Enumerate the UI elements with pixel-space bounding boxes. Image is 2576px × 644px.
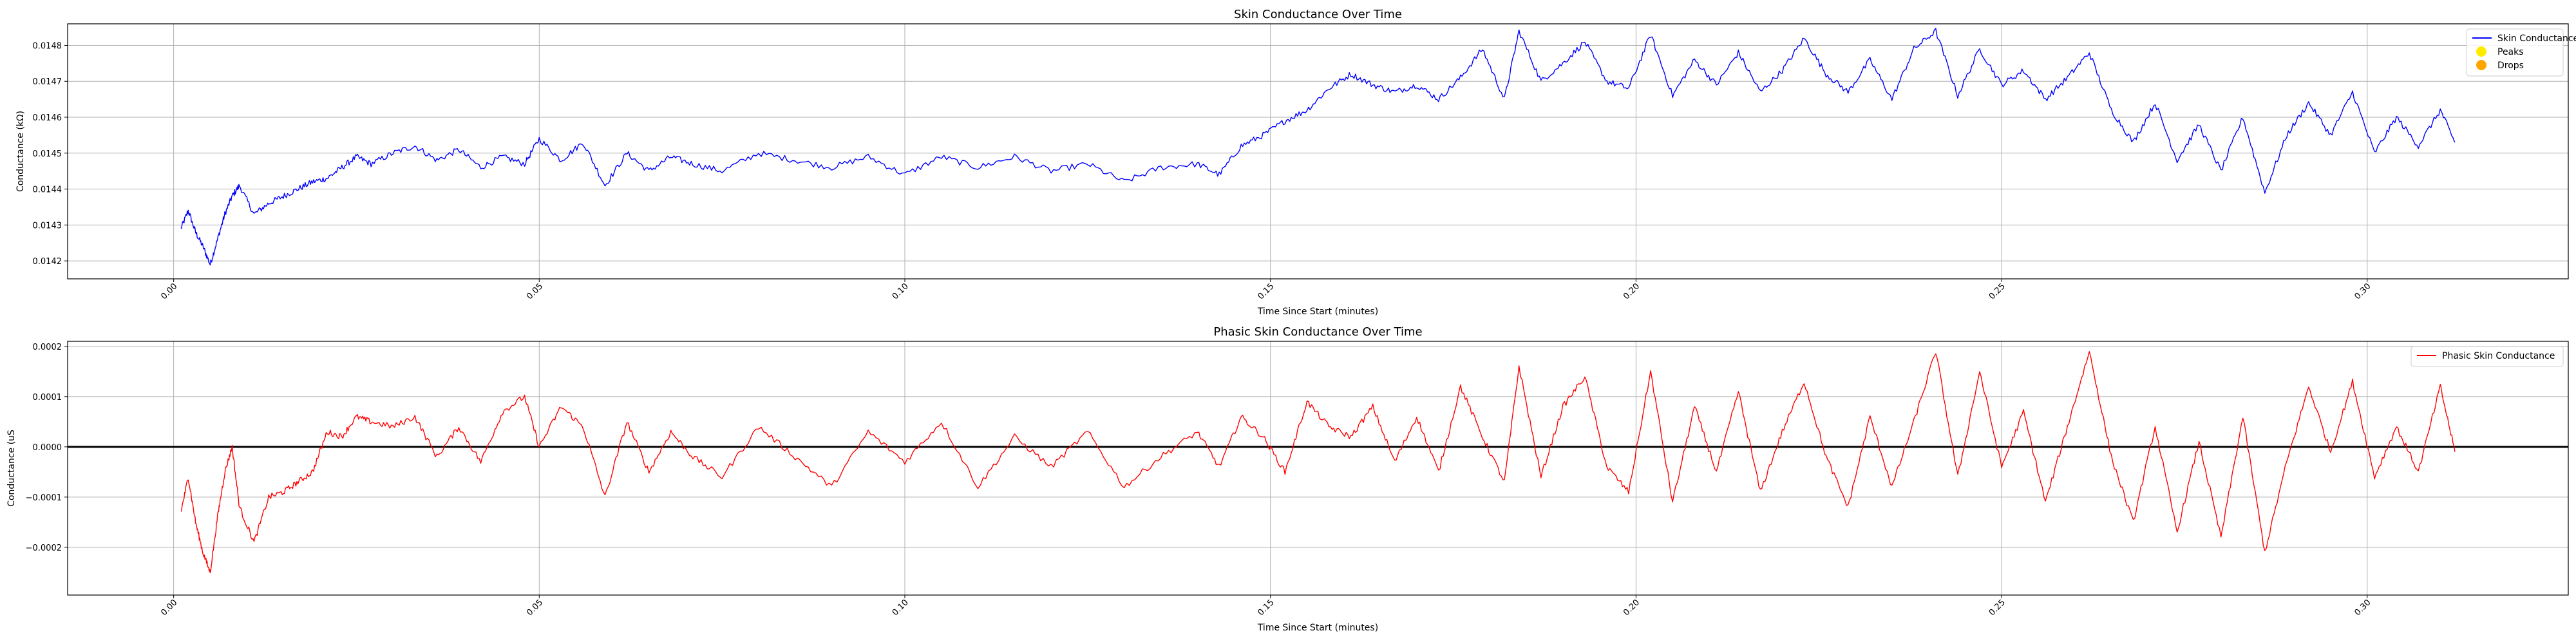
phasic-conductance-chart: Phasic Skin Conductance Over Time Time S…: [6, 325, 2569, 633]
y-tick-label: 0.0146: [33, 113, 62, 123]
y-axis-label: Conductance (kΩ): [15, 111, 26, 192]
y-tick-label: 0.0144: [33, 185, 62, 195]
legend-label: Phasic Skin Conductance: [2442, 351, 2555, 361]
x-tick-label: 0.00: [159, 598, 179, 618]
chart-title: Skin Conductance Over Time: [1234, 8, 1402, 21]
series-line: [180, 351, 2456, 574]
y-tick-label: 0.0148: [33, 41, 62, 51]
axes-frame: [67, 23, 2569, 279]
grid: [68, 24, 2568, 279]
y-tick-label: 0.0142: [33, 257, 62, 267]
x-axis-label: Time Since Start (minutes): [1257, 623, 1378, 633]
y-tick-label: 0.0145: [33, 149, 62, 159]
legend-marker: [2476, 46, 2486, 57]
x-tick-label: 0.20: [1622, 281, 1642, 301]
y-tick-label: 0.0002: [33, 343, 62, 352]
y-tick-label: 0.0147: [33, 77, 62, 87]
x-tick-label: 0.00: [159, 281, 179, 301]
legend-label: Peaks: [2497, 47, 2524, 57]
chart-title: Phasic Skin Conductance Over Time: [1213, 325, 1422, 339]
x-tick-label: 0.25: [1987, 598, 2007, 618]
legend: Phasic Skin Conductance: [2410, 346, 2564, 367]
y-axis-label: Conductance (uS: [6, 430, 17, 507]
y-tick-label: −0.0002: [26, 544, 62, 553]
y-tick-label: 0.0000: [33, 443, 62, 453]
grid: [68, 341, 2568, 595]
x-tick-label: 0.25: [1987, 281, 2007, 301]
skin-conductance-chart: Skin Conductance Over Time Time Since St…: [15, 8, 2576, 317]
legend-label: Skin Conductance: [2497, 33, 2576, 44]
legend-label: Drops: [2497, 61, 2524, 71]
x-tick-label: 0.15: [1256, 598, 1276, 618]
x-axis-label: Time Since Start (minutes): [1257, 307, 1378, 317]
y-tick-label: 0.0001: [33, 393, 62, 402]
x-tick-label: 0.30: [2353, 281, 2373, 301]
x-tick-label: 0.30: [2353, 598, 2373, 618]
legend: Skin Conductance Peaks Drops: [2466, 28, 2576, 77]
x-tick-label: 0.10: [891, 281, 911, 301]
y-tick-label: 0.0143: [33, 221, 62, 231]
x-tick-label: 0.15: [1256, 281, 1276, 301]
legend-marker: [2476, 60, 2486, 70]
x-tick-label: 0.05: [525, 598, 545, 618]
series-line: [180, 28, 2456, 266]
axes-frame: [67, 341, 2569, 596]
x-tick-label: 0.10: [891, 598, 911, 618]
x-tick-label: 0.05: [525, 281, 545, 301]
y-tick-label: −0.0001: [26, 493, 62, 503]
x-tick-label: 0.20: [1622, 598, 1642, 618]
